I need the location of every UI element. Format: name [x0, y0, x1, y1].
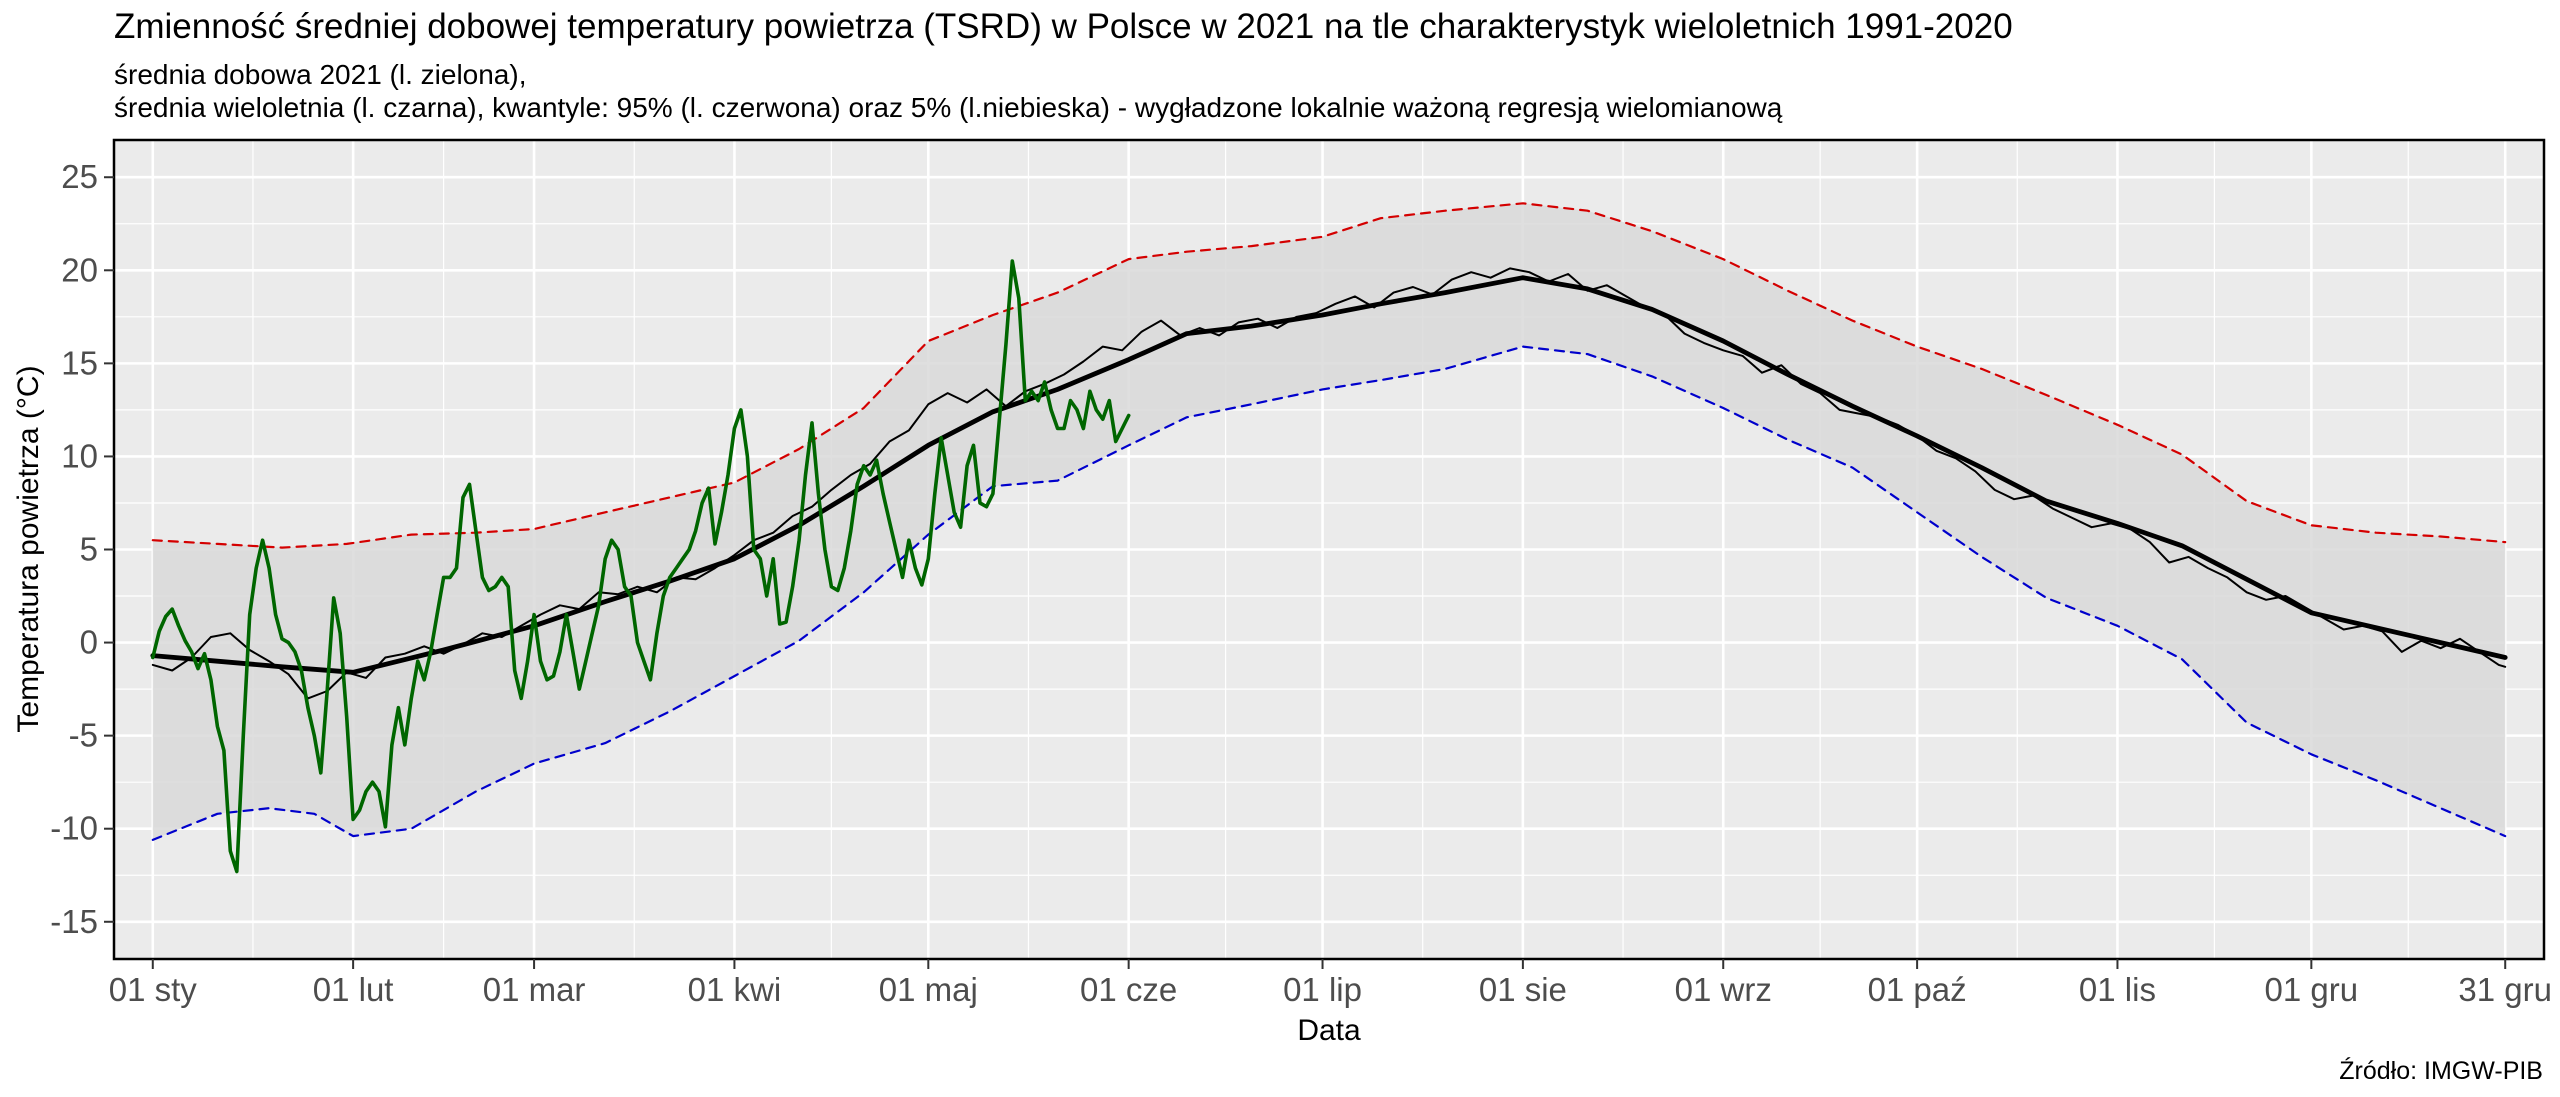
y-axis-label: Temperatura powietrza (°C): [12, 365, 45, 732]
x-tick-label: 01 sty: [109, 971, 198, 1008]
x-tick-label: 01 cze: [1080, 971, 1177, 1008]
series-mean_daily: [151, 267, 2507, 700]
x-tick-label: 01 lut: [313, 971, 394, 1008]
y-tick-label: -15: [50, 903, 98, 940]
quantile-band: [152, 203, 2506, 840]
y-axis-ticks: -15 -10 -5 0 5 10 15 20 25: [50, 158, 114, 940]
source-caption: Źródło: IMGW-PIB: [2339, 1056, 2543, 1085]
x-tick-label: 01 lis: [2079, 971, 2156, 1008]
x-tick-label: 01 paź: [1868, 971, 1967, 1008]
x-tick-label: 01 sie: [1479, 971, 1567, 1008]
series-mean_smoothed: [150, 275, 2508, 675]
y-tick-label: -5: [69, 717, 98, 754]
y-tick-label: 15: [61, 344, 98, 381]
y-tick-label: 0: [80, 624, 98, 661]
x-tick-label: 01 kwi: [688, 971, 782, 1008]
y-tick-label: 20: [61, 251, 98, 288]
x-tick-label: 01 lip: [1283, 971, 1362, 1008]
x-tick-label: 31 gru: [2458, 971, 2552, 1008]
y-tick-label: -10: [50, 810, 98, 847]
chart-subtitle-line-1: średnia dobowa 2021 (l. zielona),: [114, 59, 526, 90]
series-q95_smoothed: [151, 202, 2507, 549]
x-tick-label: 01 maj: [879, 971, 978, 1008]
chart-title: Zmienność średniej dobowej temperatury p…: [114, 7, 2013, 46]
y-tick-label: 10: [61, 437, 98, 474]
y-tick-label: 25: [61, 158, 98, 195]
series-layer: [150, 202, 2508, 874]
x-axis-label: Data: [1297, 1014, 1361, 1047]
series-q05_smoothed: [151, 345, 2507, 842]
x-tick-label: 01 wrz: [1675, 971, 1772, 1008]
x-axis-ticks: 01 sty 01 lut 01 mar 01 kwi 01 maj 01 cze 01 l…: [109, 959, 2552, 1008]
x-tick-label: 01 mar: [483, 971, 586, 1008]
series-daily_2021: [151, 259, 1131, 874]
chart-subtitle-line-2: średnia wieloletnia (l. czarna), kwantyl…: [114, 92, 1783, 123]
x-tick-label: 01 gru: [2265, 971, 2359, 1008]
y-tick-label: 5: [80, 531, 98, 568]
